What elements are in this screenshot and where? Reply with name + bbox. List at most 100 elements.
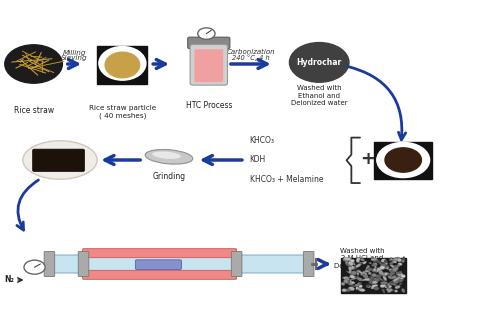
Ellipse shape	[357, 260, 360, 263]
Ellipse shape	[379, 262, 381, 263]
Ellipse shape	[393, 259, 396, 261]
Ellipse shape	[384, 268, 388, 269]
Ellipse shape	[350, 263, 352, 267]
Ellipse shape	[373, 278, 379, 282]
Ellipse shape	[350, 272, 357, 275]
Ellipse shape	[384, 261, 385, 264]
Ellipse shape	[387, 288, 393, 292]
Ellipse shape	[381, 259, 387, 263]
Ellipse shape	[385, 267, 389, 269]
Ellipse shape	[358, 271, 362, 273]
Ellipse shape	[357, 287, 360, 289]
Ellipse shape	[387, 284, 390, 288]
Ellipse shape	[386, 285, 389, 287]
Ellipse shape	[372, 273, 377, 277]
Ellipse shape	[348, 260, 352, 262]
Ellipse shape	[359, 289, 361, 290]
Ellipse shape	[152, 151, 181, 159]
Ellipse shape	[351, 285, 358, 286]
Text: KHCO₃: KHCO₃	[250, 136, 275, 145]
Ellipse shape	[384, 262, 388, 265]
Ellipse shape	[373, 268, 376, 271]
Ellipse shape	[396, 272, 400, 274]
FancyBboxPatch shape	[33, 149, 84, 172]
Ellipse shape	[345, 281, 350, 284]
Ellipse shape	[372, 281, 377, 284]
Ellipse shape	[376, 278, 381, 281]
FancyBboxPatch shape	[194, 49, 223, 82]
FancyBboxPatch shape	[231, 252, 242, 276]
Ellipse shape	[392, 276, 396, 279]
Ellipse shape	[145, 149, 193, 164]
Ellipse shape	[395, 265, 396, 267]
Ellipse shape	[363, 261, 367, 264]
Ellipse shape	[372, 269, 378, 272]
Ellipse shape	[371, 258, 373, 260]
Ellipse shape	[99, 46, 146, 80]
Ellipse shape	[360, 262, 364, 263]
Ellipse shape	[380, 266, 385, 269]
Ellipse shape	[381, 259, 386, 262]
Ellipse shape	[359, 278, 362, 281]
Text: Washed with
2 M HCl and
Deionized water: Washed with 2 M HCl and Deionized water	[334, 248, 391, 269]
Ellipse shape	[357, 282, 361, 285]
Ellipse shape	[360, 271, 366, 275]
Ellipse shape	[349, 284, 354, 285]
FancyBboxPatch shape	[190, 44, 228, 85]
Circle shape	[5, 45, 62, 83]
Text: HTC Process: HTC Process	[186, 101, 232, 110]
Bar	[97, 46, 147, 84]
Ellipse shape	[350, 279, 352, 284]
Text: N₂: N₂	[5, 276, 14, 284]
Ellipse shape	[398, 271, 402, 274]
Ellipse shape	[382, 289, 385, 291]
Ellipse shape	[381, 264, 386, 267]
Ellipse shape	[378, 261, 382, 264]
Ellipse shape	[353, 268, 357, 270]
Ellipse shape	[362, 278, 369, 281]
Text: 240 °C, 4 h: 240 °C, 4 h	[232, 54, 269, 61]
Ellipse shape	[381, 267, 387, 270]
Ellipse shape	[359, 285, 362, 288]
FancyBboxPatch shape	[44, 252, 55, 276]
Ellipse shape	[348, 287, 355, 291]
Text: Hydrochar: Hydrochar	[297, 58, 342, 67]
Ellipse shape	[347, 264, 350, 266]
Ellipse shape	[377, 267, 382, 272]
Ellipse shape	[359, 288, 365, 292]
Ellipse shape	[345, 260, 348, 265]
Ellipse shape	[350, 275, 355, 278]
Ellipse shape	[392, 269, 397, 272]
Ellipse shape	[397, 276, 400, 279]
Ellipse shape	[372, 259, 380, 262]
Ellipse shape	[351, 260, 354, 262]
Ellipse shape	[385, 285, 392, 288]
Ellipse shape	[342, 289, 347, 292]
Circle shape	[377, 142, 430, 178]
Ellipse shape	[348, 261, 351, 265]
Ellipse shape	[398, 263, 402, 266]
Ellipse shape	[392, 268, 397, 272]
Ellipse shape	[393, 265, 396, 269]
Ellipse shape	[348, 281, 355, 284]
Ellipse shape	[389, 270, 395, 273]
Circle shape	[24, 260, 45, 274]
Ellipse shape	[388, 281, 394, 284]
Ellipse shape	[366, 285, 371, 288]
Text: Washed with
Ethanol and
Deionized water: Washed with Ethanol and Deionized water	[291, 85, 348, 107]
Ellipse shape	[364, 278, 370, 281]
Circle shape	[385, 148, 421, 172]
FancyBboxPatch shape	[188, 37, 230, 49]
Ellipse shape	[359, 263, 361, 265]
Ellipse shape	[344, 257, 351, 261]
FancyBboxPatch shape	[303, 252, 314, 276]
Text: Rice straw particle
( 40 meshes): Rice straw particle ( 40 meshes)	[89, 105, 156, 119]
Ellipse shape	[390, 261, 394, 265]
Ellipse shape	[369, 262, 372, 264]
Ellipse shape	[372, 264, 376, 266]
Ellipse shape	[349, 260, 354, 263]
Ellipse shape	[390, 263, 392, 265]
Ellipse shape	[399, 279, 403, 282]
Ellipse shape	[402, 259, 405, 263]
Ellipse shape	[372, 282, 378, 284]
